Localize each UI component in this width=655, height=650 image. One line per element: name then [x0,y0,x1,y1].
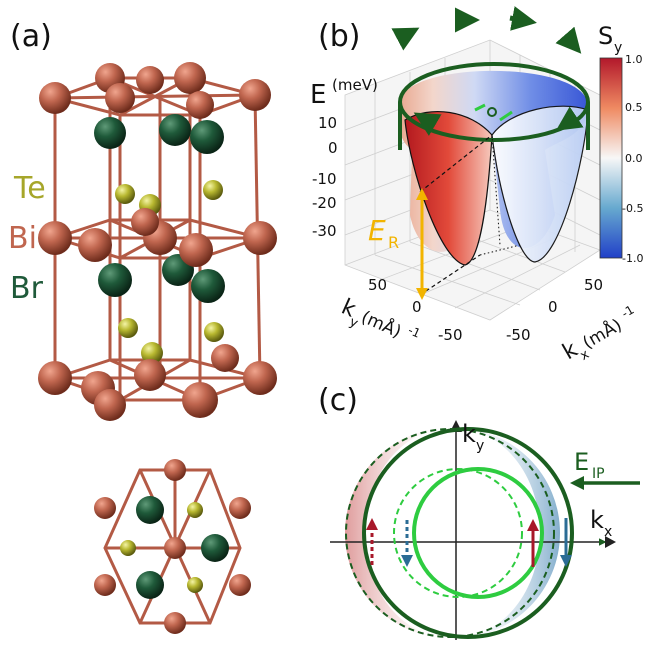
kx-tick-1: 0 [548,298,558,316]
legend-te: Te [13,171,46,206]
e-tick-4: -30 [312,222,337,240]
c-kx-label: k [590,506,604,534]
colorbar-title: S [598,22,613,50]
ky-tick-2: -50 [438,326,463,344]
bi-atoms [38,62,277,421]
colorbar-tick-4: -1.0 [622,252,643,265]
colorbar-tick-2: 0.0 [625,152,643,165]
e-tick-2: -10 [312,170,337,188]
e-tick-0: 10 [318,114,337,132]
e-axis-label: E [310,80,326,110]
colorbar-tick-1: 0.5 [625,101,643,114]
c-ky-sub: y [476,438,484,454]
c-kx-sub: x [604,524,612,540]
panel-c-label: (c) [318,383,358,418]
spin-arrows-outer [391,6,584,136]
eip-label: E [574,448,589,476]
legend-br: Br [10,271,44,306]
kx-tick-2: -50 [506,326,531,344]
band-structure-3d: E (meV) 10 0 -10 -20 -30 E R 50 0 -50 k … [310,6,643,365]
kx-axis-unit: (mÅ) [579,314,626,354]
fermi-contours: k y k x E IP [330,420,640,640]
e-axis-unit: (meV) [332,76,378,94]
ky-axis-exp: -1 [406,323,423,341]
spin-arrows-inner [474,103,513,122]
c-ky-label: k [462,420,476,448]
br-atoms [94,114,225,303]
crystal-structure-top-view [94,459,251,634]
ky-axis-unit: (mÅ) [358,305,405,342]
e-tick-1: 0 [328,139,338,157]
colorbar-tick-0: 1.0 [625,53,643,66]
ky-tick-0: 50 [368,276,387,294]
colorbar-sub: y [614,40,622,56]
eip-sub: IP [592,466,605,482]
panel-a-label: (a) [10,19,52,54]
te-atoms [115,180,224,364]
e-tick-3: -20 [312,194,337,212]
panel-b-label: (b) [318,19,360,54]
legend-bi: Bi [8,221,37,256]
kx-axis-exp: -1 [619,303,636,321]
kx-tick-0: 50 [584,276,603,294]
colorbar-tick-3: -0.5 [622,202,643,215]
crystal-structure-3d [38,62,277,421]
colorbar [599,57,623,259]
ky-tick-1: 0 [412,298,422,316]
er-label: E [368,214,386,247]
er-sub: R [388,233,399,252]
